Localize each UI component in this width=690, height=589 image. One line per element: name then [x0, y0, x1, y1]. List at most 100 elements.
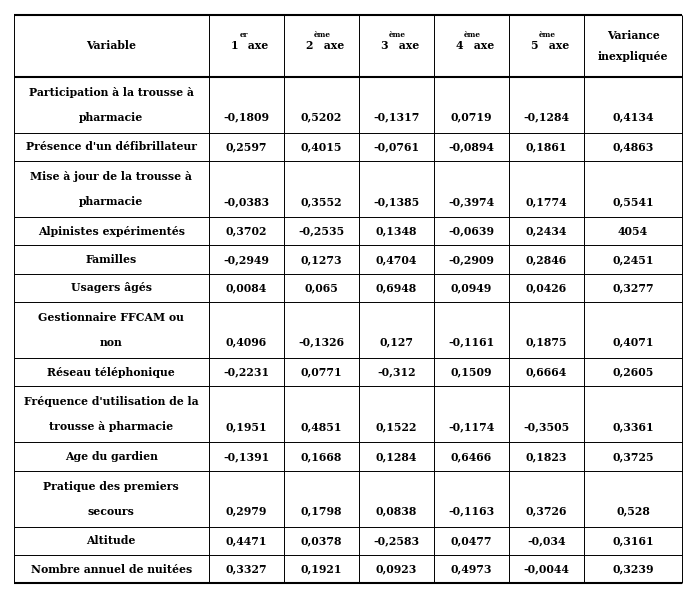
Text: Mise à jour de la trousse à: Mise à jour de la trousse à [30, 171, 192, 183]
Text: 0,6664: 0,6664 [526, 366, 567, 378]
Text: 2: 2 [305, 40, 313, 51]
Text: 0,1509: 0,1509 [451, 366, 492, 378]
Text: 0,1273: 0,1273 [301, 254, 342, 265]
Text: Pratique des premiers: Pratique des premiers [43, 481, 179, 492]
Text: Participation à la trousse à: Participation à la trousse à [29, 87, 194, 98]
Text: trousse à pharmacie: trousse à pharmacie [49, 421, 173, 432]
Text: 0,0949: 0,0949 [451, 282, 492, 293]
Text: 0,3327: 0,3327 [226, 564, 267, 574]
Text: -0,3505: -0,3505 [524, 421, 570, 432]
Text: 0,0923: 0,0923 [376, 564, 417, 574]
Text: 0,3361: 0,3361 [612, 421, 653, 432]
Text: 0,4851: 0,4851 [301, 421, 342, 432]
Text: Fréquence d'utilisation de la: Fréquence d'utilisation de la [24, 396, 199, 408]
Text: -0,312: -0,312 [377, 366, 416, 378]
Text: 0,2605: 0,2605 [612, 366, 653, 378]
Text: Variance: Variance [607, 29, 660, 41]
Text: Usagers âgés: Usagers âgés [70, 282, 152, 293]
Text: 0,0771: 0,0771 [301, 366, 342, 378]
Text: axe: axe [244, 40, 268, 51]
Text: ème: ème [313, 31, 331, 39]
Text: 0,1823: 0,1823 [526, 451, 567, 462]
Text: pharmacie: pharmacie [79, 112, 144, 123]
Text: 1: 1 [230, 40, 239, 51]
Text: 0,0477: 0,0477 [451, 535, 492, 547]
Text: 0,528: 0,528 [616, 505, 650, 517]
Text: 0,2979: 0,2979 [226, 505, 267, 517]
Text: -0,1317: -0,1317 [373, 112, 420, 123]
Text: 0,0426: 0,0426 [526, 282, 567, 293]
Text: -0,1163: -0,1163 [448, 505, 495, 517]
Text: 0,3277: 0,3277 [612, 282, 653, 293]
Text: 0,0719: 0,0719 [451, 112, 492, 123]
Text: 0,4704: 0,4704 [376, 254, 417, 265]
Text: 0,6948: 0,6948 [376, 282, 417, 293]
Text: 0,4863: 0,4863 [612, 141, 653, 153]
Text: 0,0084: 0,0084 [226, 282, 267, 293]
Text: 0,5541: 0,5541 [612, 196, 653, 207]
Text: 0,4096: 0,4096 [226, 337, 267, 348]
Text: 0,4071: 0,4071 [612, 337, 653, 348]
Text: -0,034: -0,034 [527, 535, 566, 547]
Text: Variable: Variable [86, 40, 136, 51]
Text: 0,6466: 0,6466 [451, 451, 492, 462]
Text: -0,2909: -0,2909 [448, 254, 495, 265]
Text: 0,2597: 0,2597 [226, 141, 267, 153]
Text: 0,1951: 0,1951 [226, 421, 267, 432]
Text: -0,2535: -0,2535 [298, 226, 344, 237]
Text: -0,1809: -0,1809 [224, 112, 269, 123]
Text: 0,2434: 0,2434 [526, 226, 567, 237]
Text: -0,0761: -0,0761 [373, 141, 420, 153]
Text: 0,1875: 0,1875 [526, 337, 567, 348]
Text: 4: 4 [455, 40, 462, 51]
Text: -0,0639: -0,0639 [448, 226, 495, 237]
Text: 0,3726: 0,3726 [526, 505, 567, 517]
Text: 0,1798: 0,1798 [301, 505, 342, 517]
Text: 0,1668: 0,1668 [301, 451, 342, 462]
Text: 0,127: 0,127 [380, 337, 413, 348]
Text: Familles: Familles [86, 254, 137, 265]
Text: 0,0378: 0,0378 [301, 535, 342, 547]
Text: -0,2231: -0,2231 [224, 366, 269, 378]
Text: Nombre annuel de nuitées: Nombre annuel de nuitées [30, 564, 192, 574]
Text: -0,1284: -0,1284 [524, 112, 570, 123]
Text: 0,4471: 0,4471 [226, 535, 267, 547]
Text: -0,2949: -0,2949 [224, 254, 269, 265]
Text: 4054: 4054 [618, 226, 648, 237]
Text: axe: axe [471, 40, 495, 51]
Text: -0,0894: -0,0894 [448, 141, 495, 153]
Text: 0,2451: 0,2451 [612, 254, 653, 265]
Text: axe: axe [320, 40, 344, 51]
Text: -0,3974: -0,3974 [448, 196, 495, 207]
Text: 0,4134: 0,4134 [612, 112, 653, 123]
Text: -0,0044: -0,0044 [524, 564, 569, 574]
Text: Age du gardien: Age du gardien [65, 451, 157, 462]
Text: Alpinistes expérimentés: Alpinistes expérimentés [38, 226, 185, 237]
Text: 0,4973: 0,4973 [451, 564, 492, 574]
Text: -0,1385: -0,1385 [373, 196, 420, 207]
Text: 0,3702: 0,3702 [226, 226, 267, 237]
Text: inexpliquée: inexpliquée [598, 51, 668, 62]
Text: 0,3161: 0,3161 [612, 535, 653, 547]
Text: 0,1774: 0,1774 [526, 196, 567, 207]
Text: 0,1348: 0,1348 [376, 226, 417, 237]
Text: 5: 5 [530, 40, 538, 51]
Text: 0,4015: 0,4015 [301, 141, 342, 153]
Text: -0,1174: -0,1174 [448, 421, 495, 432]
Text: 0,3552: 0,3552 [301, 196, 342, 207]
Text: 0,5202: 0,5202 [301, 112, 342, 123]
Text: Altitude: Altitude [86, 535, 136, 547]
Text: 0,1284: 0,1284 [376, 451, 417, 462]
Text: er: er [239, 31, 248, 39]
Text: 0,1921: 0,1921 [301, 564, 342, 574]
Text: non: non [100, 337, 123, 348]
Text: axe: axe [545, 40, 570, 51]
Text: 0,065: 0,065 [304, 282, 338, 293]
Text: 0,1861: 0,1861 [526, 141, 567, 153]
Text: pharmacie: pharmacie [79, 196, 144, 207]
Text: 0,2846: 0,2846 [526, 254, 567, 265]
Text: ème: ème [464, 31, 480, 39]
Text: secours: secours [88, 505, 135, 517]
Text: 0,3239: 0,3239 [612, 564, 653, 574]
Text: 0,3725: 0,3725 [612, 451, 653, 462]
